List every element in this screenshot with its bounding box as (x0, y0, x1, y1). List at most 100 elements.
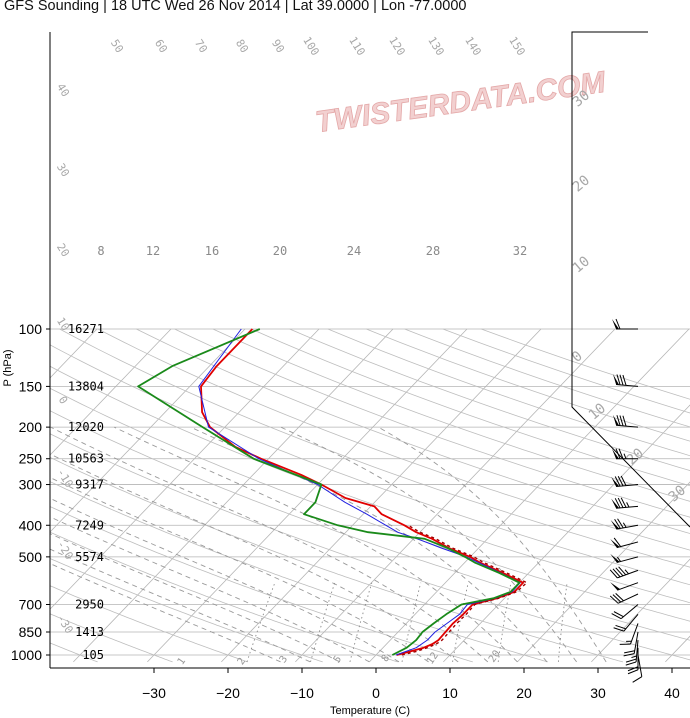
height-label: 1413 (75, 625, 104, 639)
wind-barb-full (620, 475, 627, 486)
wind-barb (619, 623, 639, 645)
wind-barb-full (619, 415, 624, 426)
dry-adiabat-label: 90 (269, 37, 287, 55)
dry-adiabat-label: 10 (54, 315, 72, 333)
wind-barb-full (612, 568, 621, 578)
plot-frame (49, 31, 690, 669)
isotherm (50, 328, 172, 456)
mixing-ratio-line (452, 582, 469, 662)
temperature-tick-label: −20 (216, 685, 240, 701)
profile-dewpoint (137, 328, 521, 656)
wind-barb-full (618, 448, 624, 459)
wind-barb (610, 553, 639, 564)
moist-adiabat (50, 453, 459, 663)
pressure-tick-label: 1000 (11, 647, 42, 663)
watermark: TWISTERDATA.COM (313, 65, 609, 139)
wind-barb-full (619, 643, 631, 645)
wind-barb-staff (635, 640, 639, 663)
mixing-ratio-label: 3 (278, 654, 290, 665)
dry-adiabat (50, 456, 624, 663)
dry-adiabat (50, 410, 690, 641)
dry-adiabat-label: -30 (54, 612, 76, 636)
wind-barb-pennant (612, 319, 619, 329)
dry-adiabat (50, 387, 690, 622)
height-label: 13804 (68, 379, 104, 393)
wind-barb-full (618, 566, 627, 576)
pressure-tick-label: 300 (19, 477, 43, 493)
wind-barb (609, 566, 639, 579)
wind-barb (609, 593, 639, 604)
wind-barb-staff (617, 569, 639, 579)
isotherm (50, 328, 246, 533)
wind-barbs (609, 318, 643, 683)
dry-adiabat-label: 100 (300, 34, 322, 58)
isotherm-label: 10 (570, 253, 593, 276)
wind-barb-full (625, 658, 637, 663)
isotherm (73, 328, 394, 663)
wind-barb-full (616, 374, 621, 385)
wind-barb-full (627, 669, 639, 675)
isotherm-label: 20 (624, 445, 647, 468)
wind-barb-full (611, 613, 622, 620)
wind-barb-staff (617, 582, 639, 591)
wind-barb-full (615, 624, 626, 630)
mixing-ratio-line (557, 582, 568, 662)
wind-barb-pennant (611, 498, 620, 509)
pressure-tick-label: 500 (19, 549, 43, 565)
dry-adiabat (50, 613, 173, 663)
wind-barb-full (623, 653, 635, 657)
wind-barb-staff (637, 654, 643, 677)
wind-barb (612, 318, 638, 330)
dry-adiabat (174, 328, 690, 518)
wind-barb-full (613, 627, 625, 632)
moist-adiabat (113, 426, 518, 663)
moist-adiabat (190, 426, 548, 663)
isotherm-label: 10 (586, 400, 609, 423)
temperature-tick-label: 40 (664, 685, 680, 701)
wind-barb-staff (633, 631, 639, 654)
wind-barb-staff (616, 556, 639, 564)
hodograph-boundary (571, 31, 690, 528)
pressure-tick-label: 250 (19, 451, 43, 467)
dry-adiabat (442, 328, 690, 414)
height-label: 9317 (75, 478, 104, 492)
dry-adiabat (50, 585, 248, 663)
wind-barb-pennant (612, 448, 619, 459)
dry-adiabat (50, 506, 473, 663)
wind-barb-full (614, 498, 621, 509)
wind-barb-half (616, 556, 622, 562)
wind-barb-full (632, 676, 643, 683)
dry-adiabat-label: 110 (346, 34, 368, 58)
dry-adiabat (50, 481, 548, 663)
wind-barb-full (617, 476, 624, 487)
x-axis-label: Temperature (C) (330, 705, 410, 717)
wind-barb-full (609, 595, 619, 604)
height-label: 2950 (75, 598, 104, 612)
pressure-tick-label: 200 (19, 419, 43, 435)
mixing-ratio-label: 2 (236, 656, 248, 667)
isotherm (591, 558, 690, 663)
pressure-tick-label: 150 (19, 378, 43, 394)
dry-adiabat-label: 20 (54, 241, 72, 259)
wind-barb-full (615, 448, 621, 459)
mixing-ratio-line (310, 582, 336, 663)
wind-barb-full (622, 415, 627, 427)
mixing-ratio-label: 5 (332, 654, 344, 665)
wind-barb (627, 647, 639, 675)
wind-barb (611, 604, 639, 620)
temperature-tick-label: 10 (442, 685, 458, 701)
wind-barb-full (613, 611, 624, 618)
axes: 1001502002503004005007008501000162711380… (11, 321, 680, 701)
moist-adiabat (50, 533, 341, 663)
dry-adiabat (59, 328, 690, 568)
height-label: 105 (82, 648, 104, 662)
dry-adiabat-label: 60 (152, 37, 170, 55)
isotherm (221, 328, 542, 663)
dry-adiabat-label: 70 (192, 37, 210, 55)
moist-adiabat (50, 477, 429, 663)
isotherm-label: 30 (666, 482, 689, 505)
moist-adiabat-label: 24 (347, 244, 361, 258)
mixing-ratio-line (497, 582, 512, 662)
dry-adiabat-label: 120 (386, 34, 408, 58)
height-label: 16271 (68, 322, 104, 336)
